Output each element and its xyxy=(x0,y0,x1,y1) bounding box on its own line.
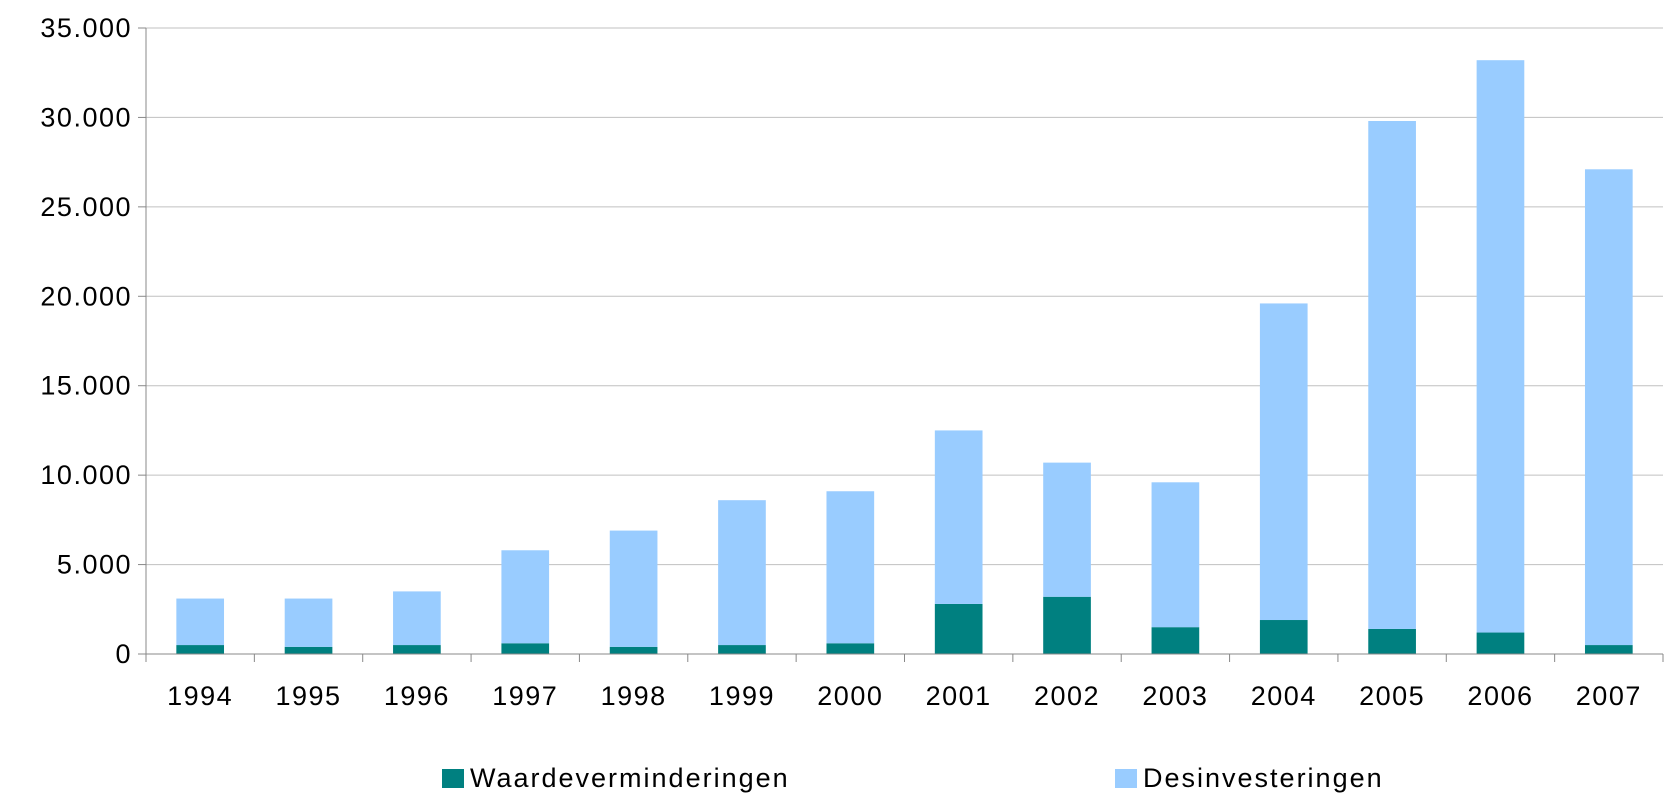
bar-desinvesteringen-1995 xyxy=(284,598,333,647)
x-tick-label: 2005 xyxy=(1359,681,1425,711)
legend-item-desinvesteringen: Desinvesteringen xyxy=(1115,763,1384,794)
x-tick-label: 1997 xyxy=(492,681,558,711)
bar-desinvesteringen-1999 xyxy=(718,500,766,646)
x-tick-labels: 1994 1995 1996 1997 1998 1999 2000 2001 2002 2003… xyxy=(167,681,1642,711)
legend-label-waardeverminderingen: Waardeverminderingen xyxy=(470,763,790,793)
bar-desinvesteringen-2000 xyxy=(826,491,875,644)
legend-swatch-waardeverminderingen xyxy=(442,769,464,788)
bar-desinvesteringen-1994 xyxy=(176,598,225,646)
bar-desinvesteringen-2003 xyxy=(1151,482,1200,628)
bar-waardeverminderingen-2000 xyxy=(826,643,875,654)
x-tick-label: 1996 xyxy=(384,681,450,711)
y-tick-label: 15.000 xyxy=(40,371,132,401)
x-tick-label: 1994 xyxy=(167,681,233,711)
bar-desinvesteringen-1997 xyxy=(501,550,550,644)
legend-item-waardeverminderingen: Waardeverminderingen xyxy=(442,763,790,794)
x-tick-label: 2000 xyxy=(817,681,883,711)
gridlines xyxy=(146,27,1663,566)
legend-swatch-desinvesteringen xyxy=(1115,769,1137,788)
y-tick-label: 35.000 xyxy=(40,13,132,43)
x-tick-label: 2001 xyxy=(926,681,992,711)
y-tick-label: 20.000 xyxy=(40,281,132,311)
bar-waardeverminderingen-1994 xyxy=(176,645,225,654)
bar-desinvesteringen-1998 xyxy=(609,530,658,647)
bar-waardeverminderingen-2007 xyxy=(1584,645,1633,654)
bar-group xyxy=(176,60,1633,654)
x-tick-label: 2003 xyxy=(1142,681,1208,711)
x-tick-label: 2007 xyxy=(1576,681,1642,711)
x-tick-label: 1995 xyxy=(275,681,341,711)
bar-desinvesteringen-2004 xyxy=(1259,303,1308,621)
y-tick-label: 30.000 xyxy=(40,102,132,132)
axes xyxy=(138,27,1664,662)
x-tick-label: 2002 xyxy=(1034,681,1100,711)
bar-waardeverminderingen-2002 xyxy=(1043,596,1091,654)
y-tick-label: 0 xyxy=(115,639,132,669)
x-tick-label: 2004 xyxy=(1251,681,1317,711)
y-tick-label: 10.000 xyxy=(40,460,132,490)
x-tick-label: 2006 xyxy=(1467,681,1533,711)
bar-waardeverminderingen-2005 xyxy=(1368,628,1416,654)
bar-waardeverminderingen-1996 xyxy=(393,645,441,654)
bar-waardeverminderingen-2001 xyxy=(934,603,983,654)
y-tick-label: 25.000 xyxy=(40,192,132,222)
bar-waardeverminderingen-1995 xyxy=(284,646,333,654)
y-tick-label: 5.000 xyxy=(57,550,132,580)
bar-desinvesteringen-2001 xyxy=(934,430,983,604)
y-tick-labels: 0 5.000 10.000 15.000 20.000 25.000 30.000 35.0… xyxy=(40,13,132,669)
legend-label-desinvesteringen: Desinvesteringen xyxy=(1143,763,1384,793)
bar-waardeverminderingen-2003 xyxy=(1151,627,1200,654)
x-tick-label: 1998 xyxy=(601,681,667,711)
bar-waardeverminderingen-1998 xyxy=(609,646,658,654)
bar-waardeverminderingen-1997 xyxy=(501,643,550,654)
bar-waardeverminderingen-1999 xyxy=(718,645,766,654)
bar-desinvesteringen-2006 xyxy=(1476,60,1525,633)
x-tick-label: 1999 xyxy=(709,681,775,711)
bar-waardeverminderingen-2006 xyxy=(1476,632,1525,654)
bar-desinvesteringen-2002 xyxy=(1043,462,1091,597)
bar-desinvesteringen-2005 xyxy=(1368,121,1416,629)
bar-desinvesteringen-1996 xyxy=(393,591,441,646)
bar-waardeverminderingen-2004 xyxy=(1259,620,1308,654)
bar-desinvesteringen-2007 xyxy=(1584,169,1633,646)
